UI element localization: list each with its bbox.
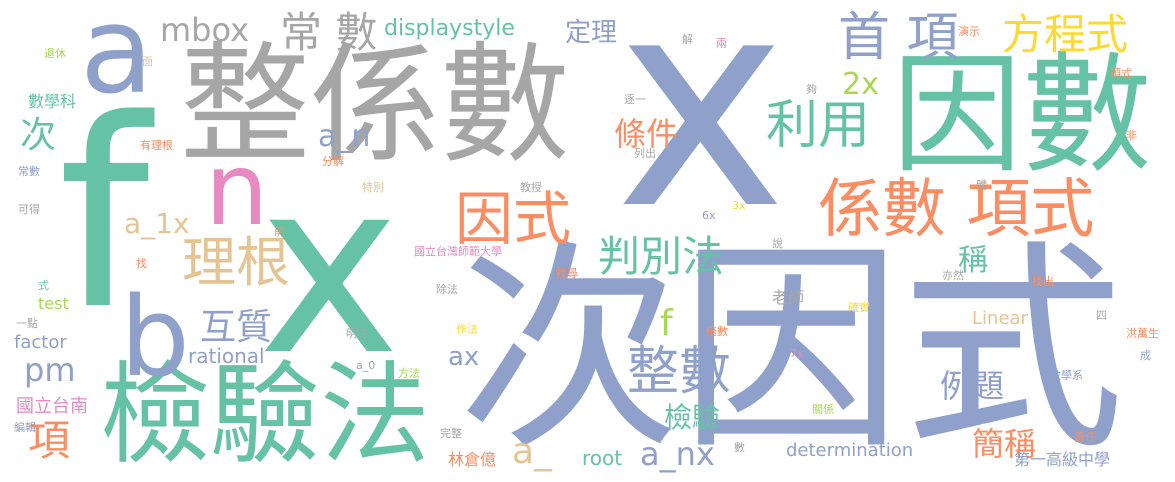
word-cheng-small: 成 — [1140, 349, 1151, 362]
word-3x: 3x — [732, 199, 746, 212]
word-2x: 2x — [842, 67, 879, 102]
word-ti: 體 — [976, 179, 987, 192]
word-changshu-small: 常數 — [18, 165, 40, 178]
word-cheng: 稱 — [958, 243, 988, 278]
word-laoshi: 老師 — [772, 288, 805, 307]
word-xiang: 項 — [28, 416, 71, 465]
word-determination: determination — [786, 440, 914, 461]
word-gou: 夠 — [806, 83, 817, 96]
word-bianji: 編輯 — [14, 421, 36, 434]
word-wanzheng: 完整 — [440, 427, 462, 440]
word-6x: 6x — [702, 209, 716, 222]
word-fangfa: 方法 — [398, 367, 420, 380]
word-liti: 例題 — [940, 367, 1005, 405]
word-7x: 7x — [790, 347, 804, 360]
word-ax: ax — [448, 342, 480, 372]
word-fei: 非 — [1126, 129, 1137, 142]
word-root: root — [582, 446, 623, 470]
word-diyi-gaoji: 第一高級中學 — [1014, 450, 1111, 469]
word-jiancheng: 簡稱 — [972, 425, 1037, 463]
word-a-n: a_n — [318, 119, 371, 154]
word-tiaojian: 條件 — [614, 115, 679, 153]
word-kede: 可得 — [18, 203, 40, 216]
word-panbiefa: 判別法 — [598, 232, 725, 281]
word-liang: 兩 — [716, 37, 727, 50]
word-lichu: 列出 — [634, 147, 656, 160]
word-shuxueke: 數學科 — [28, 92, 77, 111]
word-jianyan: 檢驗 — [664, 401, 721, 434]
word-a-1x: a_1x — [124, 207, 190, 240]
word-huzhi: 互質 — [200, 307, 273, 348]
word-a-top: a — [80, 0, 154, 121]
word-shi: 式 — [38, 279, 49, 292]
word-zuofa: 作法 — [456, 323, 478, 336]
word-xishu-xiangshi: 係數 項式 — [818, 173, 1095, 247]
word-tebie: 特別 — [362, 181, 384, 194]
word-a-0: a_0 — [356, 359, 376, 372]
word-shuxuexi: 數學系 — [1050, 369, 1083, 382]
word-yanshi: 演示 — [958, 25, 980, 38]
word-beishu: 倍數 — [706, 325, 728, 338]
word-youligen: 有理根 — [140, 139, 173, 152]
word-chufa: 除法 — [436, 283, 458, 296]
word-ci-yinshi: 次因式 — [458, 222, 1124, 480]
word-x-big: x — [615, 0, 787, 273]
word-hong-wansheng: 洪萬生 — [1126, 327, 1159, 340]
word-yiran: 亦然 — [942, 269, 964, 282]
word-test: test — [38, 294, 69, 313]
word-zhaochu: 找出 — [1032, 275, 1054, 288]
word-mian: 面 — [142, 55, 153, 68]
word-xiangshi-small: 項式 — [1110, 67, 1132, 80]
word-dingli: 定理 — [565, 18, 618, 48]
word-mingbai: 明白 — [346, 327, 368, 340]
word-zeren: 責任 — [1074, 431, 1096, 444]
word-f-big: f — [58, 65, 150, 367]
word-yinshi-orange: 因式 — [455, 185, 572, 253]
word-zhao: 找 — [136, 257, 147, 270]
word-guoli-tainan: 國立台南 — [16, 396, 88, 417]
word-changshu: 常 數 — [280, 8, 378, 57]
word-yidian: 一點 — [16, 317, 38, 330]
word-f-small: f — [660, 303, 673, 344]
word-pm: pm — [24, 351, 76, 389]
word-zhengshu: 整數 — [627, 342, 732, 402]
word-guanxi: 關係 — [812, 403, 834, 416]
word-a-nx: a_nx — [640, 435, 715, 473]
word-ligen: 理根 — [182, 231, 290, 294]
word-qian: 前 — [274, 225, 285, 238]
word-rational: rational — [188, 344, 265, 368]
word-b: b — [120, 273, 190, 401]
word-shouxiang: 首 項 — [838, 8, 959, 68]
word-queshi: 確實 — [848, 301, 870, 314]
word-jianyan-fa: 檢驗法 — [100, 351, 430, 479]
word-lin-cangyi: 林倉億 — [448, 450, 497, 469]
word-guoli-taiwan-shifan: 國立台灣師範大學 — [414, 245, 502, 258]
word-a-underscore: a_ — [512, 431, 553, 472]
word-factor: factor — [14, 332, 67, 353]
word-jie: 解 — [682, 33, 693, 46]
word-shuo: 說 — [772, 237, 783, 250]
word-linear: Linear — [972, 308, 1028, 329]
word-ci: 次 — [20, 115, 57, 156]
word-zheng-xishu: 整係數 — [180, 29, 571, 181]
word-displaystyle: displaystyle — [384, 16, 515, 41]
word-zhaoxun: 找尋 — [556, 267, 578, 280]
word-shu-small: 數 — [734, 441, 745, 454]
word-si: 四 — [1096, 309, 1107, 322]
word-tuixiu: 退休 — [44, 47, 66, 60]
word-fenjie: 分解 — [322, 155, 344, 168]
word-zhuyi: 逐一 — [624, 93, 646, 106]
word-n: n — [205, 131, 269, 248]
word-mbox: mbox — [160, 11, 250, 49]
word-liyong: 利用 — [766, 96, 871, 156]
word-jiaoshou: 教授 — [520, 181, 542, 194]
word-x-mid: x — [258, 128, 401, 408]
word-fangchengshi: 方程式 — [1002, 10, 1129, 59]
word-yinshu: 因數 — [892, 39, 1153, 191]
